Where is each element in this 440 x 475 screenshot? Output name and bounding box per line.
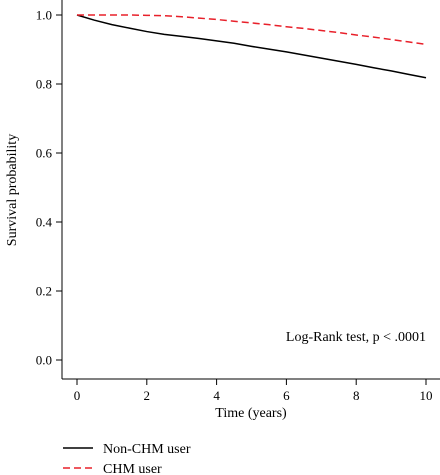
x-tick-label: 8 [353,388,360,403]
y-tick-label: 0.6 [36,146,53,161]
y-axis: 0.0 0.2 0.4 0.6 0.8 1.0 [36,8,62,368]
y-tick-label: 0.0 [36,353,52,368]
legend: Non-CHM user CHM user [63,442,191,475]
y-axis-title: Survival probability [5,134,20,246]
y-tick-label: 0.4 [36,215,53,230]
log-rank-annotation: Log-Rank test, p < .0001 [286,330,426,345]
x-axis-title: Time (years) [215,406,287,421]
x-tick-label: 4 [213,388,220,403]
x-tick-label: 6 [283,388,290,403]
x-axis: 0 2 4 6 8 10 [74,379,433,403]
y-tick-label: 0.8 [36,77,52,92]
series-layer [76,14,427,79]
legend-label-chm-user: CHM user [103,462,162,475]
legend-label-non-chm-user: Non-CHM user [103,442,191,457]
series-line-chm-user [77,14,427,46]
series-line-non-chm-user [76,14,427,79]
x-tick-label: 0 [74,388,81,403]
x-tick-label: 10 [420,388,433,403]
y-tick-label: 0.2 [36,284,52,299]
plot-area [61,0,440,380]
x-tick-label: 2 [144,388,151,403]
y-tick-label: 1.0 [36,8,52,23]
